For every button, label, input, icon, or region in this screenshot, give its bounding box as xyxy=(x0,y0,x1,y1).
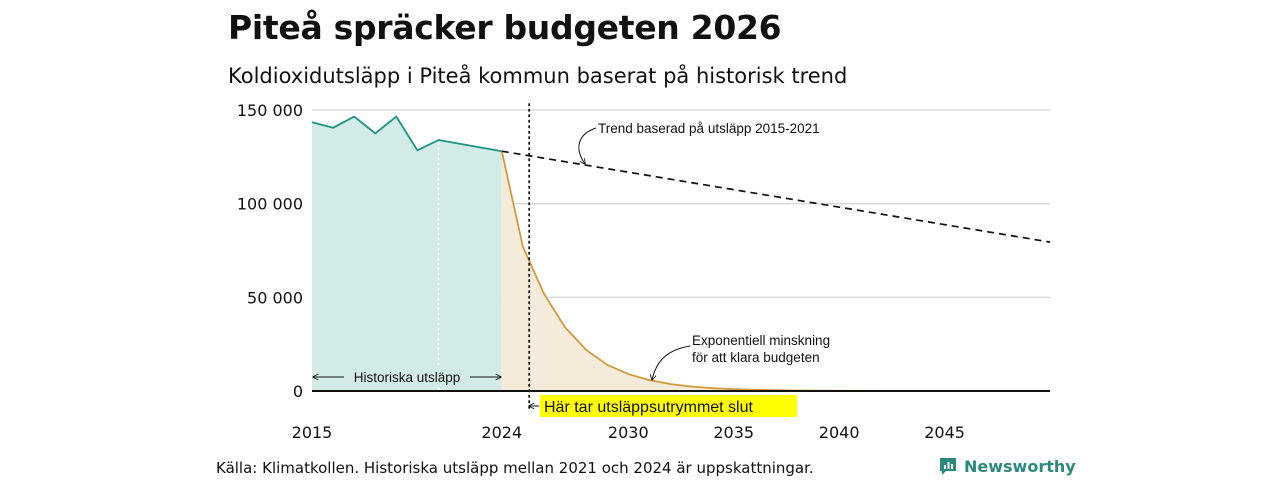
annotations: Historiska utsläpp Trend baserad på utsl… xyxy=(313,121,830,417)
exponential-label-line1: Exponentiell minskning xyxy=(692,333,830,348)
y-tick-label: 100 000 xyxy=(237,195,303,214)
page-title: Piteå spräcker budgeten 2026 xyxy=(228,8,782,47)
x-tick-label: 2045 xyxy=(924,423,965,442)
y-tick-label: 150 000 xyxy=(237,101,303,120)
budget-end-label: Här tar utsläppsutrymmet slut xyxy=(544,399,754,416)
brand-logo[interactable]: Newsworthy xyxy=(938,456,1076,476)
trend-pointer xyxy=(578,127,597,164)
x-tick-label: 2040 xyxy=(819,423,860,442)
historical-label: Historiska utsläpp xyxy=(354,370,461,385)
x-tick-label: 2024 xyxy=(481,423,522,442)
x-tick-label: 2035 xyxy=(713,423,754,442)
source-note: Källa: Klimatkollen. Historiska utsläpp … xyxy=(216,459,814,477)
areas xyxy=(312,116,1050,391)
brand-name: Newsworthy xyxy=(964,456,1076,476)
trend-label: Trend baserad på utsläpp 2015-2021 xyxy=(598,121,820,136)
historical-area xyxy=(312,116,502,391)
trend-line xyxy=(501,150,1051,243)
axes: 0 50 000 100 000 150 000 2015 2024 2030 2035 204… xyxy=(237,101,1050,442)
page-subtitle: Koldioxidutsläpp i Piteå kommun baserat … xyxy=(228,64,848,88)
bar-chart-logo-icon xyxy=(940,458,956,475)
x-tick-label: 2015 xyxy=(292,423,333,442)
exponential-label-line2: för att klara budgeten xyxy=(692,350,820,365)
y-tick-label: 50 000 xyxy=(247,288,303,307)
historical-label-bg xyxy=(344,368,470,386)
historical-line xyxy=(311,115,502,153)
y-tick-label: 0 xyxy=(293,382,303,401)
x-tick-label: 2030 xyxy=(608,423,649,442)
exponential-area xyxy=(501,151,1050,391)
emissions-chart: 0 50 000 100 000 150 000 2015 2024 2030 2035 204… xyxy=(237,101,1051,442)
exponential-pointer xyxy=(652,345,691,380)
budget-end-highlight xyxy=(540,395,797,417)
